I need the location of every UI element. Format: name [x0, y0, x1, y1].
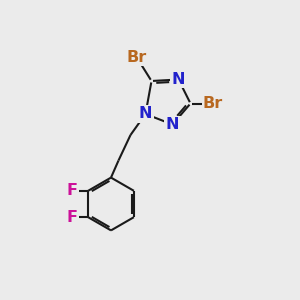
Text: Br: Br: [126, 50, 147, 64]
Text: N: N: [172, 72, 185, 87]
Text: N: N: [166, 117, 179, 132]
Text: N: N: [139, 106, 152, 122]
Text: Br: Br: [203, 96, 223, 111]
Text: F: F: [66, 183, 77, 198]
Text: F: F: [66, 210, 77, 225]
